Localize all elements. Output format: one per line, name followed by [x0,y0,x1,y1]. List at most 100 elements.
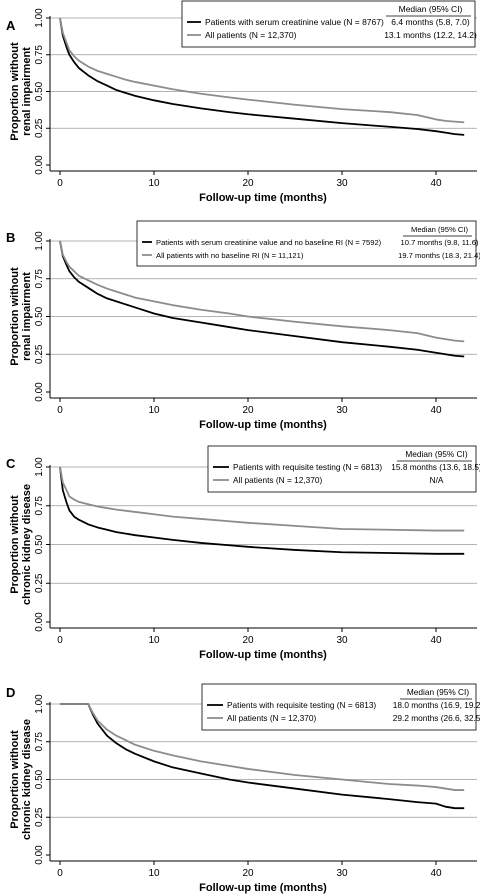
panel-b: B 0.00 0.25 0.50 0.75 1.00 0 10 20 30 40 Follow-up … [6,220,480,431]
y-tick-label: 0.75 [34,732,45,752]
x-tick-label: 10 [148,178,160,189]
x-tick-label: 40 [430,405,442,416]
y-axis-title-line: Proportion without [9,495,21,594]
x-tick-label: 20 [242,178,254,189]
y-tick-label: 0.25 [34,344,45,364]
x-tick-label: 30 [336,868,348,879]
legend-median-1: 18.0 months (16.9, 19.2) [393,700,480,710]
x-tick-label: 30 [336,178,348,189]
panel-letter: A [6,18,16,33]
legend-box [181,0,476,48]
legend-median-2: 29.2 months (26.6, 32.5) [393,713,480,723]
y-tick-label: 0.00 [34,612,45,632]
legend-median-2: 13.1 months (12.2, 14.2) [384,30,477,40]
y-axis-title: Proportion withoutchronic kidney disease [9,719,33,840]
panel-c: C 0.00 0.25 0.50 0.75 1.00 0 10 20 30 40 Follow-up … [6,445,480,661]
series-line-2 [59,17,465,124]
series-line-1 [59,17,465,136]
legend-label-2: All patients with no baseline RI (N = 11… [156,251,304,260]
legend-median-2: 19.7 months (18.3, 21.4) [398,251,480,260]
legend-header: Median (95% CI) [411,225,468,234]
series-line-1 [59,466,465,555]
y-axis-title: Proportion withoutrenal impairment [9,267,33,366]
legend-box [207,445,477,493]
panel-letter: D [6,685,15,700]
x-tick-label: 40 [430,868,442,879]
y-tick-label: 0.50 [34,306,45,326]
legend-label-1: Patients with serum creatinine value and… [156,238,382,247]
legend-label-2: All patients (N = 12,370) [227,713,316,723]
series-line-1 [59,240,465,358]
y-tick-label: 1.00 [34,8,45,28]
panel-letter: B [6,230,15,245]
x-axis-title: Follow-up time (months) [199,192,327,204]
series-line-2 [60,703,465,791]
x-tick-label: 40 [430,178,442,189]
y-tick-label: 0.50 [34,81,45,101]
x-tick-label: 0 [57,635,63,646]
x-tick-label: 10 [148,405,160,416]
y-axis-title-line: chronic kidney disease [21,719,33,840]
legend: Median (95% CI) Patients with requisite t… [207,445,480,493]
x-tick-label: 0 [57,178,63,189]
y-axis-title-line: renal impairment [21,47,33,136]
legend-label-2: All patients (N = 12,370) [233,475,322,485]
y-tick-label: 0.75 [34,269,45,289]
legend-label-2: All patients (N = 12,370) [205,30,297,40]
x-tick-label: 10 [148,635,160,646]
panel-a: A 0.00 0.25 0.50 0.75 1.00 0 10 20 30 40 Follow-up … [6,0,477,204]
y-tick-label: 0.75 [34,496,45,516]
legend-box [201,683,477,731]
x-tick-label: 20 [242,635,254,646]
series-line-2 [59,466,465,532]
y-axis-title-line: renal impairment [21,272,33,361]
y-tick-label: 0.00 [34,155,45,175]
y-tick-label: 0.25 [34,573,45,593]
y-tick-label: 1.00 [34,694,45,714]
x-tick-label: 30 [336,635,348,646]
legend-header: Median (95% CI) [407,687,469,697]
x-axis-title: Follow-up time (months) [199,419,327,431]
legend-box [136,220,477,267]
y-tick-label: 0.50 [34,769,45,789]
y-axis-title-line: Proportion without [9,42,21,141]
y-tick-label: 0.00 [34,845,45,865]
legend-label-1: Patients with requisite testing (N = 681… [227,700,376,710]
y-axis-title: Proportion withoutchronic kidney disease [9,484,33,605]
y-tick-label: 1.00 [34,231,45,251]
y-tick-label: 0.75 [34,45,45,65]
legend-median-1: 10.7 months (9.8, 11.6) [401,238,479,247]
y-tick-label: 0.25 [34,118,45,138]
x-tick-label: 10 [148,868,160,879]
y-axis-title-line: Proportion without [9,267,21,366]
y-tick-label: 0.25 [34,807,45,827]
y-axis-title-line: chronic kidney disease [21,484,33,605]
y-axis-title: Proportion withoutrenal impairment [9,42,33,141]
legend-label-1: Patients with requisite testing (N = 681… [233,462,382,472]
panel-d: D 0.00 0.25 0.50 0.75 1.00 0 10 20 30 40 Follow-up … [6,683,480,894]
x-tick-label: 30 [336,405,348,416]
series-line-1 [60,703,465,810]
y-tick-label: 0.50 [34,534,45,554]
legend-median-1: 15.8 months (13.6, 18.5) [391,462,480,472]
y-tick-label: 0.00 [34,382,45,402]
legend-median-2: N/A [430,475,444,485]
x-axis-title: Follow-up time (months) [199,649,327,661]
panel-letter: C [6,456,16,471]
x-axis-title: Follow-up time (months) [199,882,327,894]
legend: Median (95% CI) Patients with requisite t… [201,683,480,731]
legend-median-1: 6.4 months (5.8, 7.0) [391,17,470,27]
legend-header: Median (95% CI) [405,449,467,459]
y-axis-title-line: Proportion without [9,730,21,829]
x-tick-label: 0 [57,868,63,879]
legend-header: Median (95% CI) [399,4,463,14]
legend: Median (95% CI) Patients with serum creat… [181,0,477,48]
y-tick-label: 1.00 [34,457,45,477]
x-tick-label: 0 [57,405,63,416]
legend-label-1: Patients with serum creatinine value (N … [205,17,384,27]
legend: Median (95% CI) Patients with serum creat… [136,220,480,267]
series-line-2 [59,240,465,343]
x-tick-label: 40 [430,635,442,646]
x-tick-label: 20 [242,405,254,416]
